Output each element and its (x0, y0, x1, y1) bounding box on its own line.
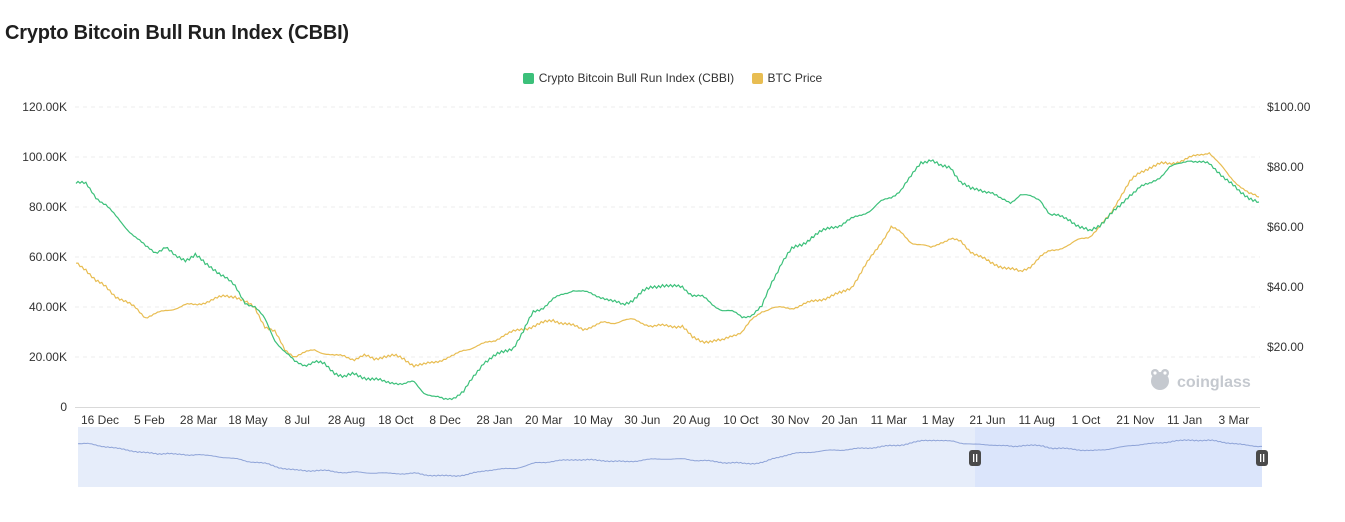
right-tick-label: $40.00 (1267, 280, 1304, 294)
x-tick-label: 5 Feb (134, 413, 165, 427)
x-tick-label: 10 Oct (723, 413, 759, 427)
series-line-cbbi (75, 159, 1260, 401)
series-lines (75, 151, 1260, 401)
x-tick-label: 30 Nov (771, 413, 809, 427)
x-tick-label: 16 Dec (81, 413, 119, 427)
legend-item-cbbi[interactable]: Crypto Bitcoin Bull Run Index (CBBI) (522, 71, 735, 85)
range-navigator[interactable] (77, 427, 1268, 487)
x-tick-label: 20 Jan (821, 413, 857, 427)
x-tick-label: 18 Oct (378, 413, 414, 427)
navigator-handle-left[interactable] (969, 450, 981, 466)
x-tick-label: 21 Jun (969, 413, 1005, 427)
legend-label-cbbi: Crypto Bitcoin Bull Run Index (CBBI) (538, 71, 735, 85)
x-axis: 16 Dec 5 Feb 28 Mar 18 May 8 Jul 28 Aug 18 Oct… (75, 407, 1260, 427)
navigator-handle-right[interactable] (1256, 450, 1268, 466)
series-line-btc-price (75, 151, 1260, 368)
left-tick-label: 40.00K (29, 300, 67, 314)
x-tick-label: 20 Mar (525, 413, 562, 427)
x-tick-label: 3 Mar (1219, 413, 1250, 427)
grid-lines (75, 106, 1260, 358)
right-tick-label: $20.00 (1267, 340, 1304, 354)
navigator-selected-range[interactable] (975, 427, 1262, 487)
x-tick-label: 28 Jan (476, 413, 512, 427)
left-tick-label: 80.00K (29, 200, 67, 214)
left-tick-label: 120.00K (22, 100, 67, 114)
frog-logo-icon (1151, 369, 1169, 390)
left-tick-label: 20.00K (29, 350, 67, 364)
x-tick-label: 30 Jun (624, 413, 660, 427)
left-tick-label: 0 (60, 400, 67, 414)
legend-item-btc-price[interactable]: BTC Price (751, 71, 823, 85)
legend-swatch-btc-price (751, 72, 763, 84)
watermark-text: coinglass (1177, 374, 1251, 391)
right-tick-label: $60.00 (1267, 220, 1304, 234)
page-title: Crypto Bitcoin Bull Run Index (CBBI) (5, 22, 349, 44)
x-tick-label: 11 Jan (1167, 413, 1202, 427)
x-tick-label: 28 Aug (328, 413, 365, 427)
x-tick-label: 11 Aug (1018, 413, 1054, 427)
left-tick-label: 100.00K (22, 150, 67, 164)
x-tick-label: 21 Nov (1116, 413, 1154, 427)
x-tick-label: 20 Aug (673, 413, 710, 427)
x-tick-label: 10 May (573, 413, 612, 427)
x-tick-label: 1 Oct (1072, 413, 1101, 427)
x-tick-label: 8 Dec (429, 413, 460, 427)
left-tick-label: 60.00K (29, 250, 67, 264)
right-tick-label: $100.00 (1267, 100, 1311, 114)
right-axis: $20.00 $40.00 $60.00 $80.00 $100.00 (1267, 100, 1311, 354)
x-tick-label: 18 May (228, 413, 267, 427)
watermark: coinglass (1151, 369, 1251, 391)
x-tick-label: 1 May (922, 413, 955, 427)
x-tick-label: 11 Mar (871, 413, 907, 427)
left-axis: 0 20.00K 40.00K 60.00K 80.00K 100.00K 120.00K (22, 100, 67, 414)
right-tick-label: $80.00 (1267, 160, 1304, 174)
chart-legend: Crypto Bitcoin Bull Run Index (CBBI) BTC… (0, 71, 1345, 87)
navigator-line (77, 439, 1262, 477)
x-tick-label: 8 Jul (285, 413, 310, 427)
legend-label-btc-price: BTC Price (767, 71, 823, 85)
x-tick-label: 28 Mar (180, 413, 217, 427)
legend-swatch-cbbi (522, 72, 534, 84)
